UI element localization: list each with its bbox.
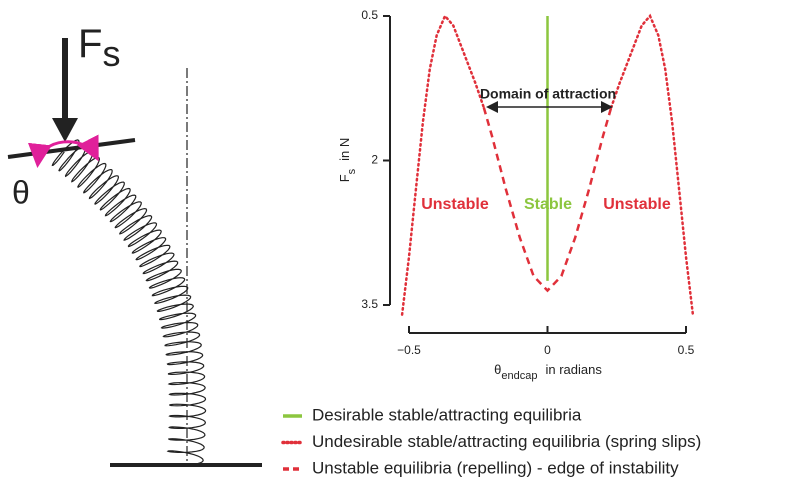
annotation: Unstable xyxy=(421,196,489,213)
x-label-main: θ xyxy=(494,362,501,377)
annotation: Unstable xyxy=(603,196,671,213)
x-axis-label: θendcap in radians xyxy=(494,362,602,381)
x-tick-label: 0 xyxy=(544,343,551,357)
angle-label: θ xyxy=(12,174,30,210)
y-axis-label: Fs in N xyxy=(337,138,357,183)
annotation: Domain of attraction xyxy=(480,86,616,102)
spring-diagram: Fs θ xyxy=(7,22,262,467)
series-line xyxy=(482,107,613,293)
y-tick-label: 3.5 xyxy=(361,297,378,311)
x-label-sub: endcap xyxy=(501,370,537,382)
force-label: Fs xyxy=(78,22,120,74)
y-label-sub: s xyxy=(346,168,358,174)
force-arrow-head xyxy=(52,118,78,142)
spring xyxy=(51,139,207,466)
force-label-main: F xyxy=(78,22,102,66)
y-tick-label: 2 xyxy=(371,153,378,167)
chart: 0.5 2 3.5 −0.5 0 0.5 Fs in N θendcap in radians Do… xyxy=(281,8,701,477)
y-label-main: F xyxy=(337,174,352,182)
force-label-sub: s xyxy=(102,33,120,74)
y-tick-label: 0.5 xyxy=(361,8,378,22)
legend-label: Unstable equilibria (repelling) - edge o… xyxy=(312,458,679,477)
x-label-rest: in radians xyxy=(545,362,602,377)
y-label-rest: in N xyxy=(337,138,352,161)
annotation: Stable xyxy=(524,196,572,213)
rotation-arrow xyxy=(28,134,99,168)
x-tick-label: −0.5 xyxy=(397,343,421,357)
legend-label: Undesirable stable/attracting equilibria… xyxy=(312,432,701,451)
x-tick-label: 0.5 xyxy=(678,343,695,357)
legend-label: Desirable stable/attracting equilibria xyxy=(312,405,582,424)
series-line xyxy=(400,13,695,316)
